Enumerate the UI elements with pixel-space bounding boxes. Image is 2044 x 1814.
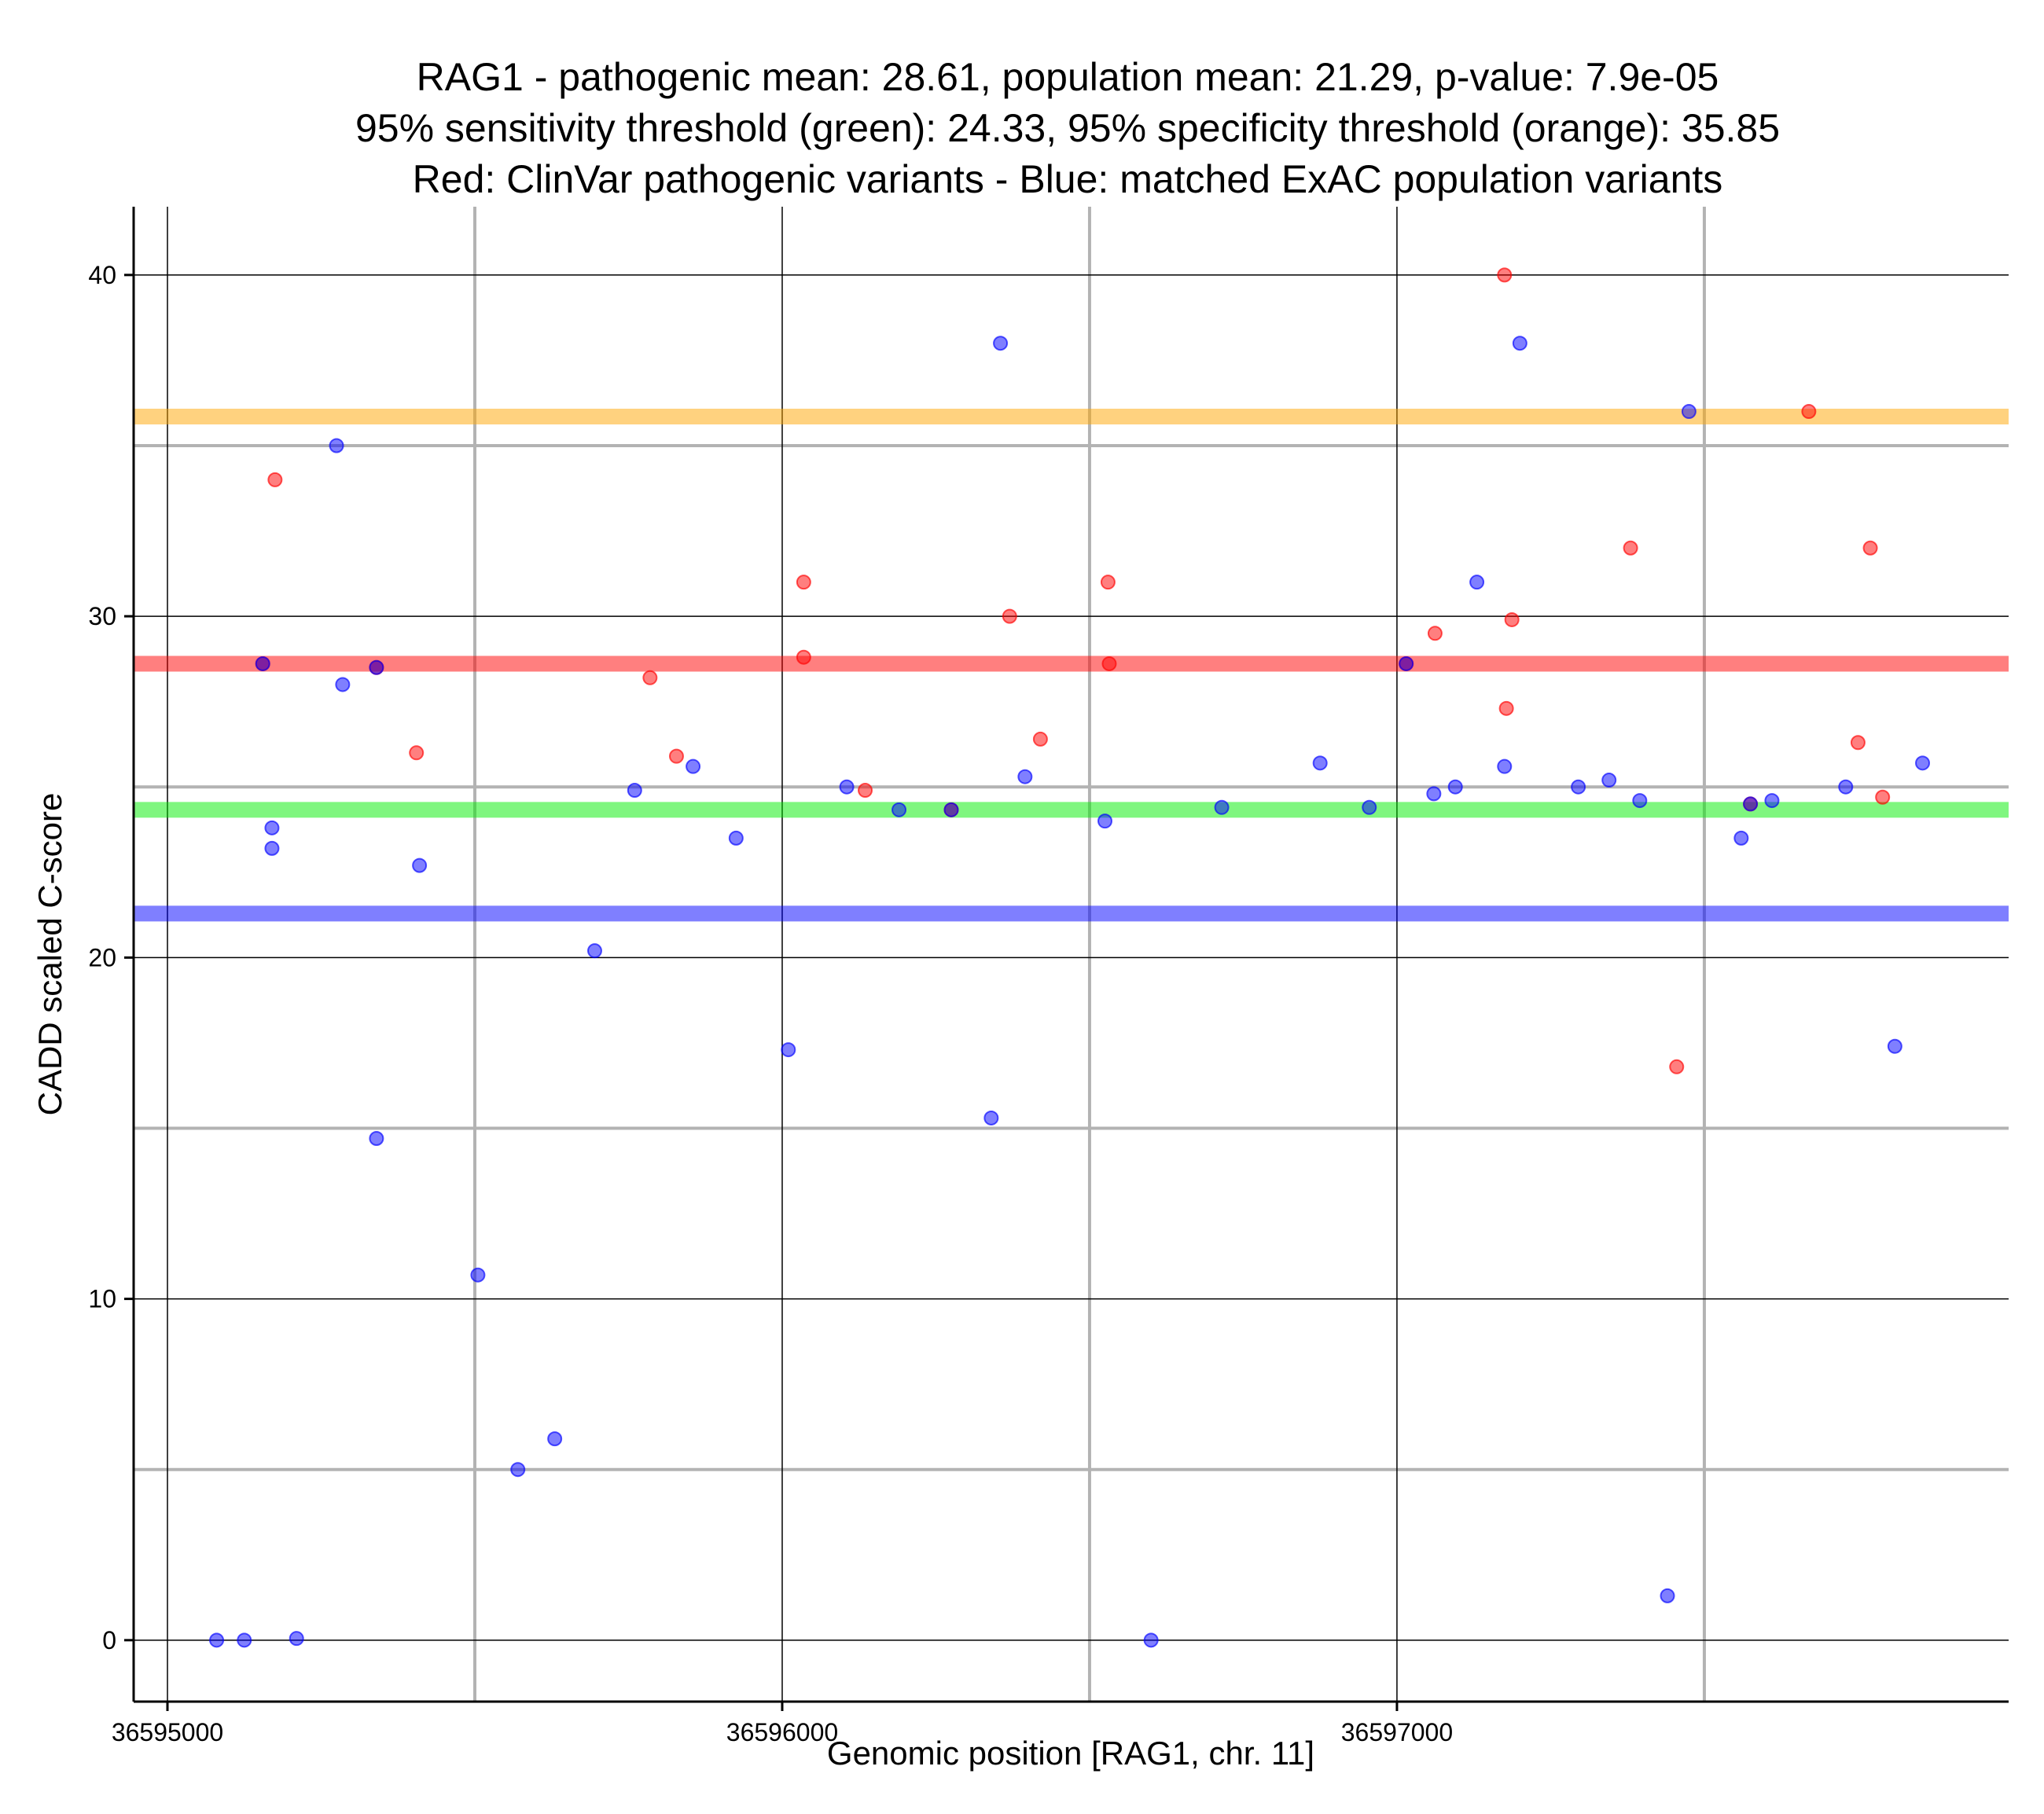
population-point (1399, 655, 1414, 671)
population-point (289, 1631, 304, 1647)
pathogenic-point (858, 783, 873, 799)
threshold-lines (134, 409, 2009, 922)
population-point (369, 659, 384, 675)
pathogenic-point (409, 745, 425, 761)
population-point (586, 943, 602, 959)
population-point (1512, 336, 1527, 351)
major-gridlines (134, 207, 2009, 1702)
pathogenic-point (1101, 655, 1117, 671)
chart-title-line-3: Red: ClinVar pathogenic variants - Blue:… (413, 157, 1723, 201)
population-point (1764, 793, 1780, 809)
population-point (1469, 575, 1485, 590)
chart-title-line-1: RAG1 - pathogenic mean: 28.61, populatio… (417, 55, 1719, 99)
population-point (470, 1267, 486, 1283)
pathogenic-point (1002, 608, 1017, 624)
minor-gridlines (134, 207, 2009, 1702)
pathogenic-point (1100, 575, 1116, 590)
population-point (781, 1042, 796, 1058)
population-point (627, 783, 642, 799)
pathogenic-point (1504, 611, 1520, 627)
y-tick-label: 10 (88, 1285, 116, 1313)
population-point (891, 802, 907, 817)
x-axis-ticks: 36595000 36596000 36597000 (112, 1702, 1453, 1746)
population-point (1571, 779, 1586, 795)
population-point (1017, 769, 1033, 784)
population-point (1312, 755, 1328, 771)
population-point (1214, 799, 1230, 815)
pathogenic-point (1669, 1059, 1685, 1074)
population-point (1426, 786, 1442, 802)
pathogenic-point (1850, 735, 1866, 751)
population-point (1362, 799, 1377, 815)
x-tick-label: 36597000 (1341, 1718, 1453, 1746)
population-point (1632, 793, 1648, 809)
y-tick-label: 30 (88, 602, 116, 630)
population-point (1447, 779, 1463, 795)
pathogenic-point (1801, 404, 1817, 420)
population-point (335, 677, 351, 692)
population-point (1143, 1632, 1159, 1648)
population-point (547, 1431, 563, 1447)
x-axis-label: Genomic position [RAG1, chr. 11] (827, 1735, 1314, 1772)
population-point (839, 779, 855, 795)
population-point (255, 655, 270, 671)
y-tick-label: 40 (88, 261, 116, 289)
chart-title-line-2: 95% sensitivity threshold (green): 24.33… (355, 106, 1780, 150)
data-points (209, 267, 1931, 1648)
population-point (1915, 755, 1931, 771)
population-point (983, 1110, 999, 1125)
population-point (237, 1632, 252, 1648)
y-axis-label: CADD scaled C-score (31, 793, 68, 1116)
pathogenic-point (1032, 731, 1048, 747)
population-point (1733, 830, 1749, 846)
population-point (1497, 758, 1513, 774)
population-point (209, 1632, 225, 1648)
y-axis-ticks: 0 10 20 30 40 (88, 261, 134, 1654)
population-point (369, 1130, 384, 1146)
population-point (412, 857, 428, 873)
population-point (728, 830, 744, 846)
pathogenic-point (796, 575, 811, 590)
y-tick-label: 0 (102, 1626, 116, 1654)
pathogenic-point (267, 472, 283, 487)
population-point (1838, 779, 1854, 795)
pathogenic-point (1498, 700, 1514, 716)
pathogenic-point (668, 748, 684, 764)
y-tick-label: 20 (88, 943, 116, 971)
population-point (993, 336, 1009, 351)
pathogenic-point (796, 649, 811, 665)
population-point (1097, 813, 1113, 829)
x-tick-label: 36595000 (112, 1718, 223, 1746)
population-point (1743, 796, 1759, 812)
population-point (1660, 1588, 1675, 1603)
x-tick-label: 36596000 (726, 1718, 838, 1746)
population-point (1601, 773, 1617, 788)
population-point (329, 438, 344, 454)
pathogenic-point (1623, 540, 1638, 556)
population-point (943, 802, 959, 817)
population-point (510, 1462, 526, 1478)
population-point (264, 820, 280, 835)
population-point (686, 758, 701, 774)
population-point (264, 840, 280, 856)
pathogenic-point (1875, 789, 1891, 805)
axes (132, 207, 2009, 1703)
pathogenic-point (642, 670, 658, 685)
chart-title: RAG1 - pathogenic mean: 28.61, populatio… (355, 55, 1780, 201)
population-point (1681, 404, 1697, 420)
pathogenic-point (1427, 626, 1443, 641)
population-point (1887, 1038, 1902, 1054)
pathogenic-point (1497, 267, 1513, 283)
pathogenic-point (1862, 540, 1878, 556)
